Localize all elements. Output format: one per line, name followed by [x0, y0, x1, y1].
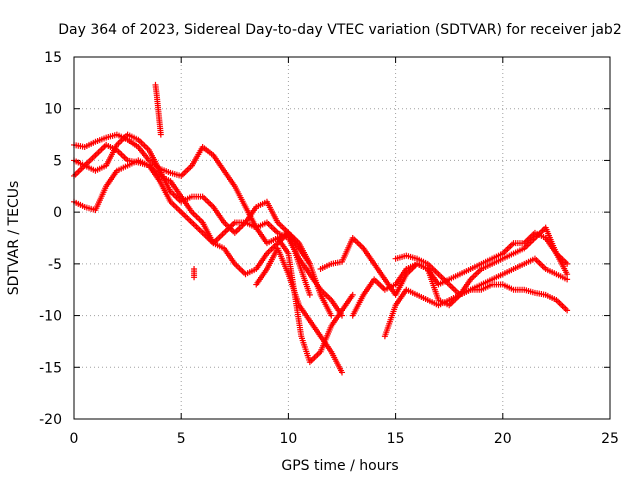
x-axis-label: GPS time / hours: [281, 458, 398, 474]
y-tick-label: 15: [44, 50, 62, 66]
data-point: [157, 131, 164, 138]
y-axis-label: SDTVAR / TECUs: [6, 181, 22, 296]
y-tick-label: 0: [53, 205, 62, 221]
y-tick-label: -5: [48, 257, 62, 273]
data-point: [306, 291, 313, 298]
data-point: [349, 291, 356, 298]
x-tick-label: 10: [279, 431, 297, 447]
x-tick-label: 5: [177, 431, 186, 447]
data-point: [564, 276, 571, 283]
data-point: [328, 312, 335, 319]
axis-ticks: 0 5 10 15 20 25 -20 -15 -10 -5 0 5 10 15: [39, 50, 619, 447]
x-tick-label: 15: [387, 431, 405, 447]
x-tick-label: 0: [70, 431, 79, 447]
data-point: [564, 307, 571, 314]
x-tick-label: 20: [494, 431, 512, 447]
data-points: [71, 81, 571, 376]
y-tick-label: -20: [39, 412, 62, 428]
data-point: [339, 369, 345, 376]
x-tick-label: 25: [601, 431, 619, 447]
y-tick-label: -15: [39, 360, 62, 376]
chart-title: Day 364 of 2023, Sidereal Day-to-day VTE…: [58, 22, 621, 38]
grid-lines: [74, 57, 610, 419]
y-tick-label: 10: [44, 102, 62, 118]
plot-frame: [73, 56, 611, 420]
data-point: [564, 271, 571, 278]
y-tick-label: -10: [39, 309, 62, 325]
data-point: [191, 274, 198, 281]
y-tick-label: 5: [53, 153, 62, 169]
data-point: [564, 260, 571, 267]
